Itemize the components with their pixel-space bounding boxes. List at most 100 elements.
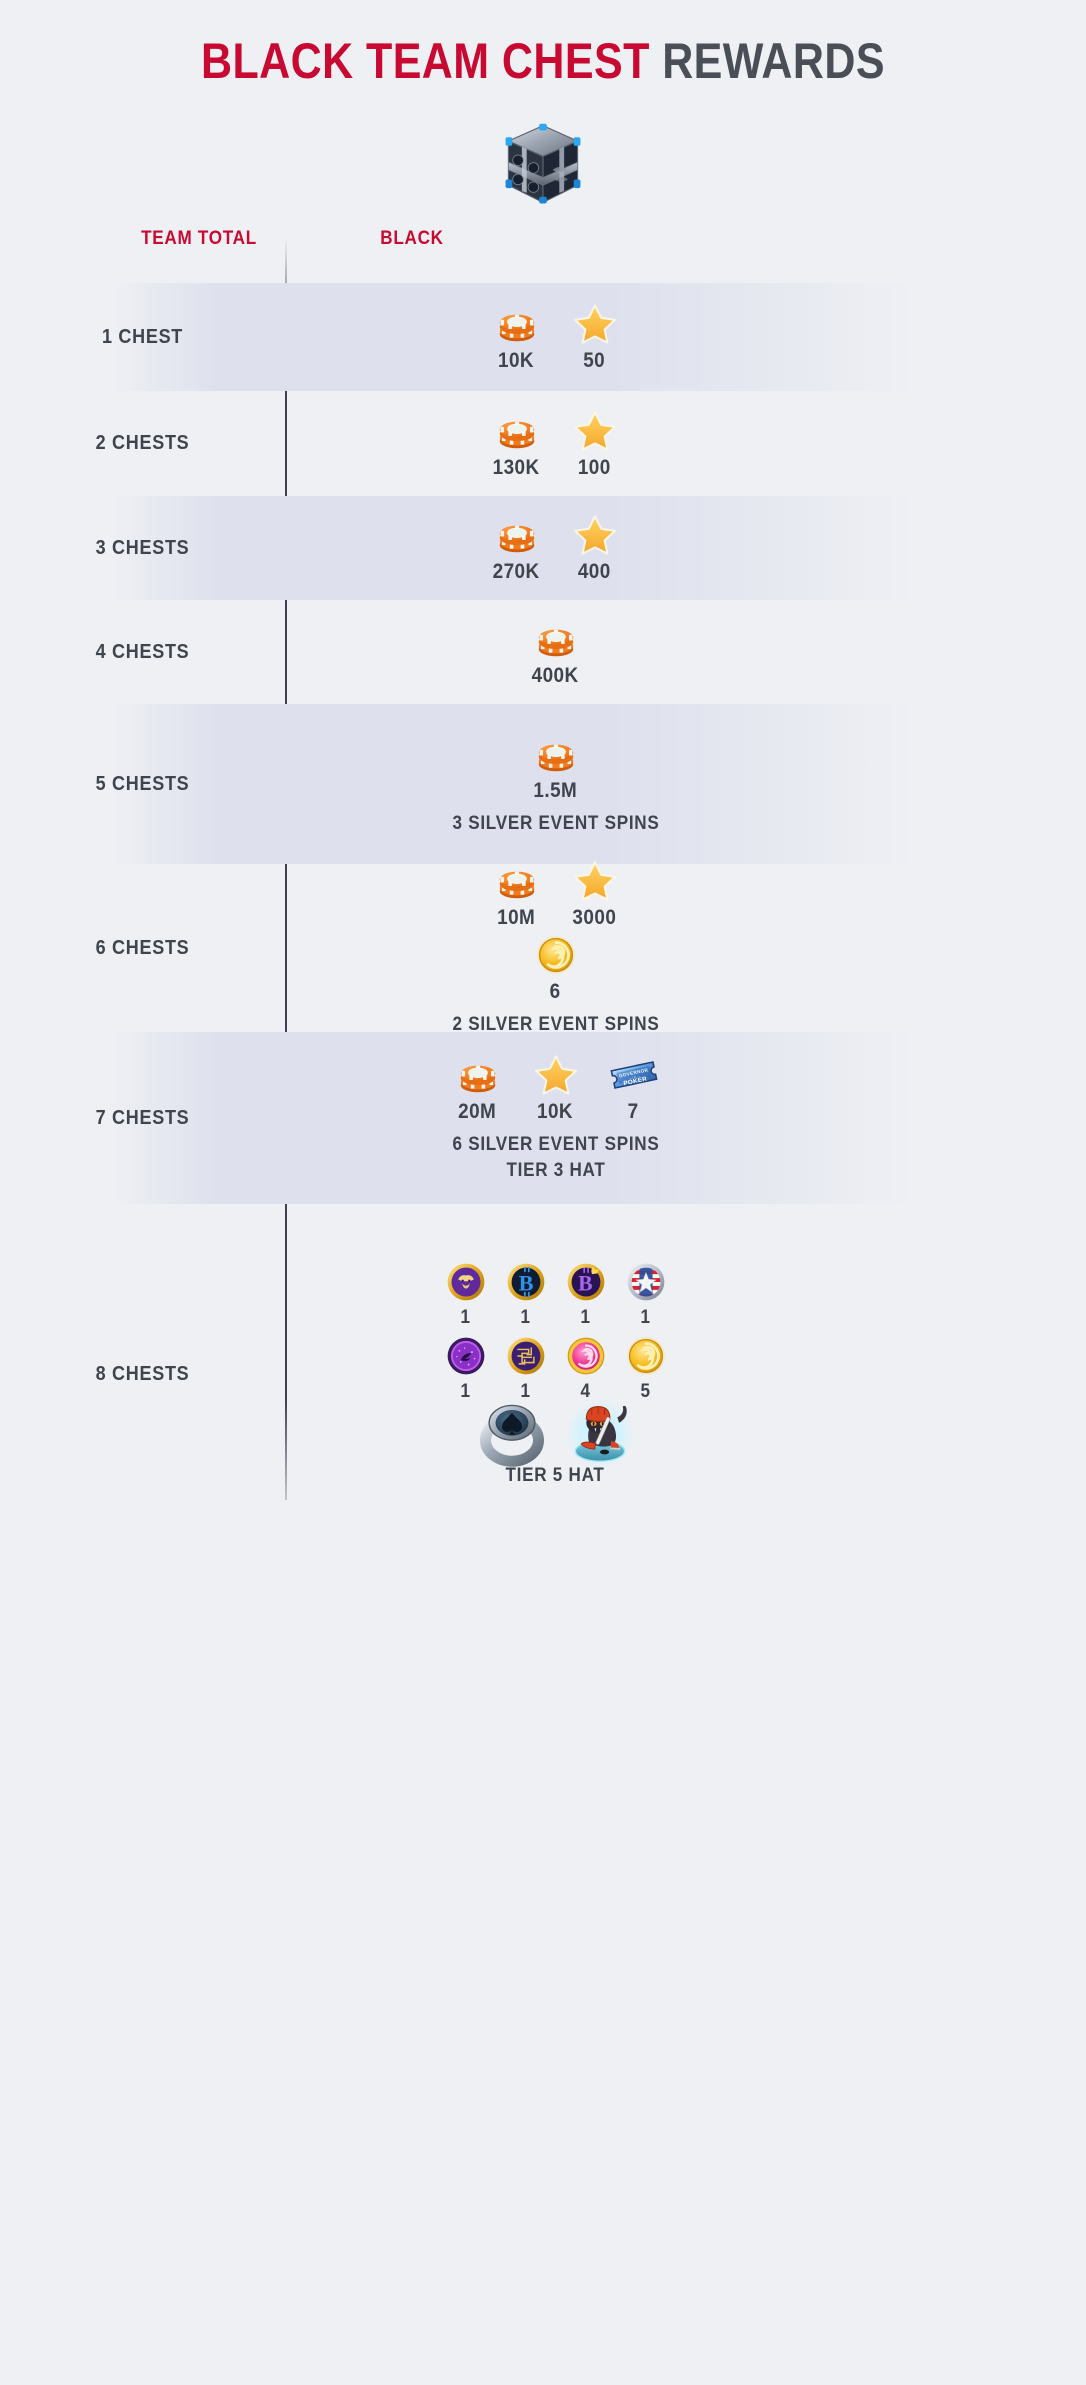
table-row: 4 CHESTS 400K (0, 600, 1086, 704)
reward-item: 10K (486, 301, 548, 373)
svg-text:POKER: POKER (623, 1076, 648, 1088)
reward-quantity: 400 (578, 560, 611, 583)
reward-item-group: 270K 400 (486, 512, 626, 584)
reward-item: 130K (486, 408, 548, 480)
reward-item: 10M (486, 858, 548, 930)
reward-quantity: 130K (493, 455, 540, 479)
table-row: 3 CHESTS 270K 400 (0, 496, 1086, 600)
poker-ticket-icon: GOVERNOR — OF — POKER (609, 1052, 659, 1098)
purple-maze-token-icon (505, 1333, 547, 1379)
gold-spiral-token-icon (625, 1333, 667, 1379)
reward-item: 1 (503, 1333, 549, 1403)
table-row: 7 CHESTS 20M 10K (0, 1032, 1086, 1204)
column-header-team-total: TEAM TOTAL (141, 228, 257, 249)
reward-quantity: 50 (583, 349, 606, 372)
poker-chip-icon (494, 408, 540, 454)
row-label-chest-count: 5 CHESTS (95, 772, 190, 795)
table-row: 6 CHESTS 10M 3000 (0, 861, 1086, 1035)
star-icon (534, 1052, 578, 1098)
row-label-chest-count: 7 CHESTS (95, 1106, 190, 1129)
title-red-part: BLACK TEAM CHEST (200, 33, 650, 89)
token-row: 1 B 1 B 1 1 (443, 1259, 669, 1329)
reward-quantity: 1 (580, 1307, 591, 1329)
reward-quantity: 7 (628, 1100, 639, 1124)
star-icon (573, 858, 617, 904)
purple-glitter-token-icon (445, 1333, 487, 1379)
reward-quantity: 10K (537, 1100, 574, 1124)
svg-text:B: B (518, 1271, 533, 1296)
poker-chip-icon (494, 301, 540, 347)
reward-quantity: 6 (550, 980, 561, 1004)
poker-chip-icon (494, 858, 540, 904)
reward-quantity: 1.5M (533, 779, 578, 803)
svg-text:— OF —: — OF — (628, 1075, 640, 1081)
reward-item: 5 (623, 1333, 669, 1403)
table-row: 1 CHEST 10K 50 (0, 283, 1086, 391)
page-title: BLACK TEAM CHEST REWARDS (0, 36, 1086, 86)
reward-extra-text: 3 SILVER EVENT SPINS (451, 813, 659, 835)
rewards-table: 1 CHEST 10K 50 2 C (0, 283, 1086, 1544)
reward-quantity: 3000 (572, 906, 617, 930)
reward-extra-text: 2 SILVER EVENT SPINS (451, 1014, 659, 1036)
reward-quantity: 1 (640, 1307, 651, 1329)
cosmetic-reward-group (479, 1399, 635, 1469)
row-label-chest-count: 6 CHESTS (95, 936, 190, 959)
reward-quantity: 4 (580, 1381, 591, 1403)
reward-item: 1 (623, 1259, 669, 1329)
reward-quantity: 400K (532, 664, 579, 687)
spade-ring-icon (475, 1404, 549, 1467)
reward-item-group: 10M 3000 (486, 858, 626, 930)
table-row: 8 CHESTS 1 B 1 B 1 (0, 1204, 1086, 1544)
row-rewards: 10M 3000 6 2 SILVER EVENT SPINS (285, 858, 1086, 1038)
reward-quantity: 5 (640, 1381, 651, 1403)
reward-item: 50 (564, 301, 626, 373)
reward-item-group: 10K 50 (486, 301, 626, 373)
hockey-cat-avatar-icon (559, 1399, 641, 1469)
token-row: 1 1 4 5 (443, 1333, 669, 1403)
bitcoin-blue-token-icon: B (505, 1259, 547, 1305)
row-rewards: 130K 100 (285, 408, 1086, 480)
column-headers: TEAM TOTAL BLACK (0, 228, 1086, 268)
reward-item-group: 1.5M (525, 731, 587, 803)
reward-item: 20M (447, 1052, 509, 1124)
row-label-chest-count: 2 CHESTS (95, 432, 190, 454)
reward-item-group-secondary: 6 (525, 932, 587, 1004)
reward-quantity: 270K (493, 560, 540, 583)
reward-extra-text: TIER 5 HAT (505, 1465, 606, 1487)
row-rewards: 270K 400 (285, 512, 1086, 584)
token-grid: 1 B 1 B 1 1 (443, 1259, 669, 1403)
reward-item: 1 (443, 1259, 489, 1329)
reward-item (479, 1404, 544, 1467)
reward-quantity: 100 (578, 455, 611, 479)
reward-item: B 1 (563, 1259, 609, 1329)
reward-quantity: 1 (460, 1307, 471, 1329)
reward-quantity: 10K (498, 349, 535, 372)
reward-item-group: 20M 10K GOVERNOR — OF — POKER 7 (447, 1052, 665, 1124)
table-row: 2 CHESTS 130K 100 (0, 391, 1086, 496)
gold-spiral-token-icon (535, 932, 577, 978)
reward-item: 4 (563, 1333, 609, 1403)
usa-star-token-icon (625, 1259, 667, 1305)
poker-chip-icon (533, 616, 579, 662)
row-rewards: 400K (285, 616, 1086, 688)
reward-item: 6 (525, 932, 587, 1004)
reward-item: 270K (486, 512, 548, 584)
black-team-chest-icon (495, 118, 591, 214)
reward-item (564, 1399, 635, 1469)
reward-extra-text: 6 SILVER EVENT SPINS TIER 3 HAT (451, 1134, 659, 1181)
row-rewards: 20M 10K GOVERNOR — OF — POKER 7 6 SILVER … (285, 1052, 1086, 1183)
svg-text:B: B (578, 1272, 592, 1296)
column-divider (285, 238, 287, 1500)
bitcoin-purple-crown-token-icon: B (565, 1259, 607, 1305)
reward-quantity: 20M (458, 1100, 497, 1124)
reward-item: 10K (525, 1052, 587, 1124)
reward-item: 1 (443, 1333, 489, 1403)
row-label-chest-count: 8 CHESTS (95, 1362, 190, 1385)
purple-bull-token-icon (445, 1259, 487, 1305)
reward-quantity: 1 (520, 1307, 531, 1329)
star-icon (573, 301, 617, 347)
row-label-chest-count: 1 CHEST (101, 325, 184, 348)
column-header-black: BLACK (380, 228, 444, 249)
title-grey-part: REWARDS (662, 33, 885, 89)
